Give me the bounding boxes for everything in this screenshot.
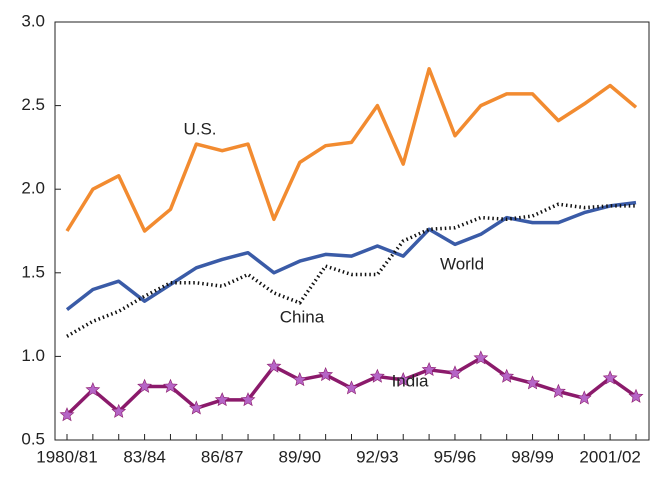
series-label: World (440, 254, 484, 273)
series-label: India (392, 371, 429, 390)
marker (344, 380, 359, 395)
marker (137, 378, 152, 393)
x-tick-label: 86/87 (201, 447, 244, 466)
y-tick-label: 2.0 (21, 179, 45, 198)
marker (240, 392, 256, 407)
marker (447, 365, 463, 380)
marker (188, 400, 204, 415)
marker (395, 372, 411, 387)
marker (499, 368, 515, 383)
x-tick-label: 98/99 (511, 447, 554, 466)
marker (59, 407, 75, 422)
series-label: China (280, 307, 325, 326)
x-tick-label: 83/84 (123, 447, 166, 466)
marker (292, 372, 308, 387)
y-tick-label: 1.0 (21, 346, 45, 365)
marker (318, 367, 334, 382)
marker (473, 350, 489, 365)
y-tick-label: 0.5 (21, 429, 45, 448)
series-line (65, 200, 637, 311)
series-label: U.S. (183, 119, 216, 138)
y-tick-label: 2.5 (21, 95, 45, 114)
x-tick-label: 89/90 (278, 447, 321, 466)
marker (111, 403, 127, 418)
marker (551, 383, 566, 398)
marker (421, 362, 437, 377)
marker (576, 390, 592, 405)
marker (525, 375, 540, 390)
y-tick-label: 3.0 (21, 11, 45, 30)
marker (85, 382, 101, 397)
x-tick-label: 2001/02 (579, 447, 640, 466)
x-tick-label: 92/93 (356, 447, 399, 466)
marker (163, 378, 178, 393)
marker (628, 388, 644, 403)
series-line (66, 202, 636, 338)
x-tick-label: 1980/81 (36, 447, 97, 466)
marker (369, 368, 385, 383)
marker (266, 358, 282, 373)
x-tick-label: 95/96 (434, 447, 477, 466)
marker (214, 392, 230, 407)
y-tick-label: 1.5 (21, 262, 45, 281)
series-line (65, 67, 638, 233)
marker (602, 370, 618, 385)
